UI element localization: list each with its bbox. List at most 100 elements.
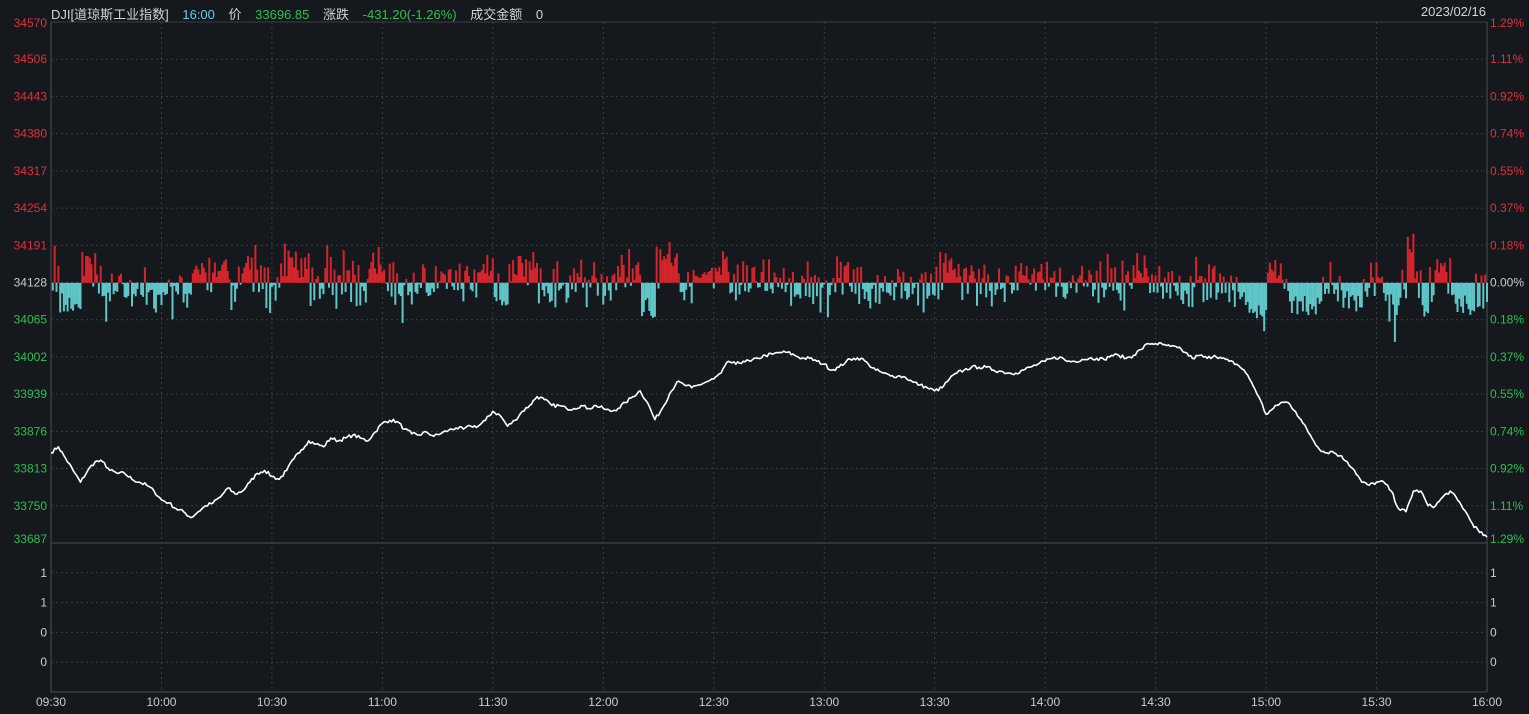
up-bar [755,281,758,283]
up-bar [466,265,469,283]
up-bar [447,269,450,283]
up-bar [1268,262,1271,283]
up-bar [1025,266,1028,283]
pct-tick-label: 1.29% [1490,16,1524,30]
down-bar [786,282,789,285]
down-bar [1108,282,1111,287]
down-bar [880,282,883,288]
down-bar [340,282,343,295]
up-bar [53,245,56,283]
up-bar [1049,277,1052,283]
down-bar [309,282,312,306]
down-bar [1239,282,1242,300]
up-bar [788,278,791,283]
up-bar [1480,275,1483,283]
up-bar [1208,264,1210,283]
up-bar [736,264,739,283]
down-bar [1312,282,1315,307]
down-bar [1169,282,1172,299]
up-bar [1031,274,1034,283]
up-bar [1428,266,1431,283]
up-bar [1408,249,1411,283]
down-bar [849,282,851,287]
pct-tick-label: 0.18% [1490,313,1524,327]
time-tick-label: 14:30 [1141,695,1171,709]
down-bar [121,282,124,285]
up-bar [617,266,619,283]
up-bar [1127,271,1129,283]
up-bar [307,253,310,283]
up-bar [1198,276,1201,283]
down-bar [1149,282,1152,293]
down-bar [961,282,964,300]
down-bar [900,282,903,299]
down-bar [1482,282,1485,309]
down-bar [125,282,128,298]
down-bar [821,282,824,288]
down-bar [1327,282,1330,294]
down-bar [823,282,826,285]
price-tick-label: 33939 [14,387,48,401]
up-bar [965,267,967,283]
down-bar [1044,282,1047,291]
down-bar [156,282,159,295]
down-bar [653,282,656,317]
up-bar [569,275,572,283]
up-bar [981,277,984,283]
down-bar [793,282,796,297]
up-bar [57,265,60,283]
up-bar [1189,276,1192,283]
vol-tick-label-right: 1 [1490,566,1497,580]
up-bar [519,256,522,283]
up-bar [223,261,226,283]
down-bar [1075,282,1078,293]
up-bar [1038,271,1041,283]
down-bar [828,282,831,296]
down-bar [537,282,540,304]
up-bar [948,260,951,283]
down-bar [493,282,496,297]
up-bar [952,270,955,283]
up-bar [421,264,424,283]
down-bar [1303,282,1306,296]
down-bar [132,282,135,295]
up-bar [353,274,356,283]
down-bar [103,282,106,296]
down-bar [854,282,857,294]
up-bar [388,263,391,283]
axis-labels: 34570 1.29% 34506 1.11% 34443 0.92% 34380 0.74%… [14,16,1525,709]
up-bar [517,256,520,283]
vol-tick-label: 1 [40,566,47,580]
down-bar [162,282,165,293]
up-bar [434,266,437,283]
down-bar [629,282,632,286]
up-bar [974,278,977,283]
up-bar [760,272,763,283]
price-tick-label: 33813 [14,462,48,476]
down-bar [501,282,504,306]
pct-tick-label: 0.92% [1490,462,1524,476]
up-bar [552,268,555,283]
down-bar [469,282,472,290]
down-bar [1388,282,1391,322]
up-bar [302,277,305,283]
down-bar [1336,282,1339,302]
down-bar [1392,282,1395,305]
up-bar [316,276,319,283]
down-bar [526,282,529,286]
down-bar [966,282,969,294]
down-bar [1250,282,1253,310]
up-bar [898,276,901,283]
up-bar [1443,262,1446,283]
up-bar [375,273,378,283]
turnover-label: 成交金额 [470,7,523,22]
down-bar [1289,282,1291,302]
up-bar [613,273,616,283]
down-bar [1351,282,1354,296]
time-tick-label: 15:30 [1362,695,1392,709]
up-bar [1436,259,1439,283]
down-bar [350,282,353,302]
down-bar [108,282,111,302]
down-bar [475,282,478,298]
